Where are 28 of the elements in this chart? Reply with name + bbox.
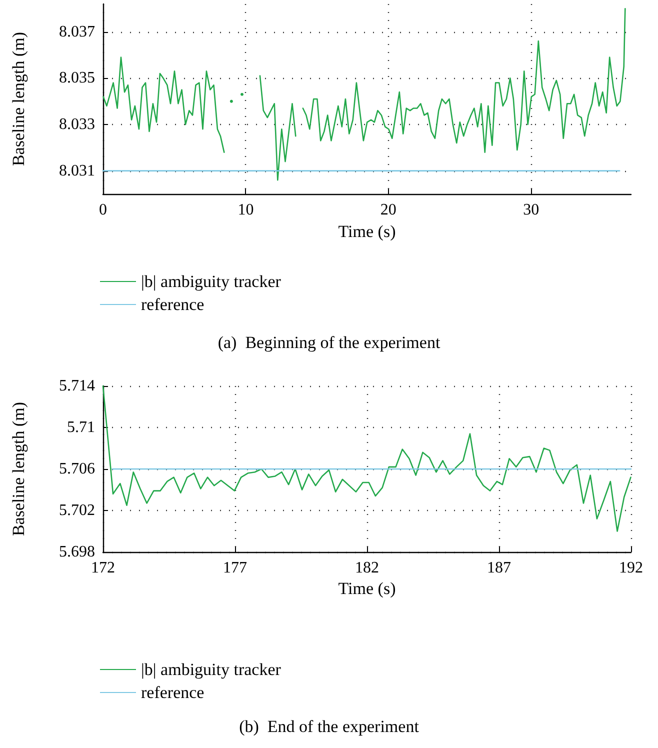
y-axis-title: Baseline length (m) — [9, 32, 28, 166]
legend-label: reference — [141, 683, 204, 702]
x-tick-label: 172 — [91, 560, 115, 576]
x-tick-label: 192 — [619, 560, 643, 576]
x-axis-title: Time (s) — [338, 222, 396, 241]
x-tick-label: 0 — [99, 202, 107, 218]
y-tick-label: 5.71 — [67, 419, 95, 436]
x-tick-label: 177 — [223, 560, 247, 576]
legend-label: |b| ambiguity tracker — [141, 660, 282, 679]
legend-label: reference — [141, 295, 204, 314]
y-tick-label: 8.035 — [59, 70, 95, 87]
y-tick-label: 8.037 — [59, 23, 95, 40]
y-tick-label: 8.033 — [59, 116, 95, 133]
x-tick-label: 182 — [355, 560, 379, 576]
y-axis-title: Baseline length (m) — [9, 402, 28, 536]
text: (b) End of the experiment — [239, 717, 420, 736]
text: (a) Beginning of the experiment — [218, 333, 440, 352]
y-tick-label: 8.031 — [59, 162, 95, 180]
y-tick-label: 5.706 — [59, 460, 95, 478]
legend-label: |b| ambiguity tracker — [141, 272, 282, 291]
x-tick-label: 10 — [238, 202, 254, 218]
x-axis-title: Time (s) — [338, 579, 396, 598]
y-tick-label: 5.702 — [59, 502, 95, 519]
y-tick-label: 5.698 — [59, 544, 95, 560]
x-tick-label: 30 — [523, 202, 540, 218]
y-tick-label: 5.714 — [59, 378, 95, 394]
x-tick-label: 187 — [487, 560, 511, 576]
x-tick-label: 20 — [380, 202, 396, 218]
